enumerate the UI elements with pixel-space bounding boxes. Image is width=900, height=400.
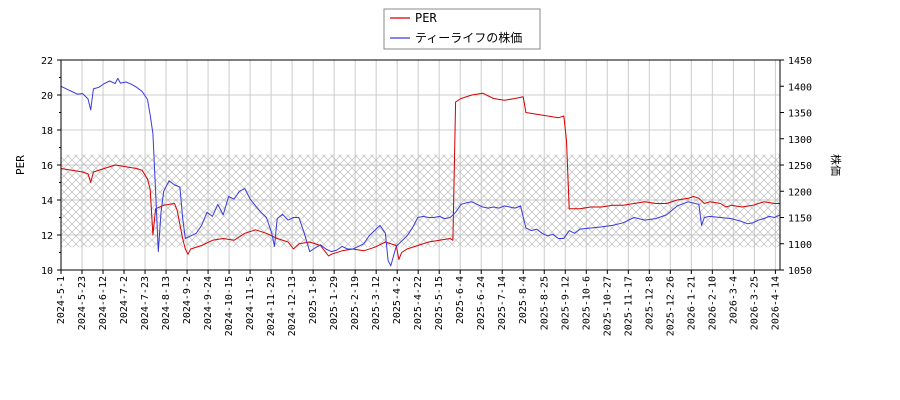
- x-tick-label: 2025-8-25: [539, 276, 550, 330]
- x-tick-label: 2025-2-19: [350, 276, 361, 330]
- x-tick-label: 2024-7-2: [119, 276, 130, 324]
- x-tick-label: 2025-10-6: [581, 276, 592, 330]
- right-tick-label: 1200: [788, 187, 812, 198]
- right-tick-label: 1250: [788, 161, 812, 172]
- right-tick-label: 1450: [788, 56, 812, 67]
- right-axis-label: 株価: [829, 154, 843, 176]
- x-tick-label: 2024-6-12: [98, 276, 109, 330]
- left-tick-label: 10: [41, 266, 53, 277]
- x-tick-label: 2025-7-14: [497, 276, 508, 330]
- left-axis: 10 12 14 16 18 20 22: [41, 56, 61, 277]
- x-tick-label: 2024-5-23: [77, 276, 88, 330]
- x-tick-label: 2024-8-13: [161, 276, 172, 330]
- x-tick-label: 2024-7-23: [140, 276, 151, 330]
- series-layer: [61, 77, 780, 267]
- x-tick-label: 2025-10-27: [602, 276, 613, 336]
- x-tick-label: 2024-9-2: [182, 276, 193, 324]
- legend: PER ティーライフの株価: [383, 8, 541, 50]
- left-tick-label: 12: [41, 231, 53, 242]
- x-tick-label: 2026-2-10: [707, 276, 718, 330]
- x-tick-label: 2026-1-21: [686, 276, 697, 330]
- left-tick-label: 22: [41, 56, 53, 67]
- right-tick-label: 1100: [788, 240, 812, 251]
- left-axis-label: PER: [14, 155, 27, 175]
- left-tick-label: 20: [41, 91, 53, 102]
- left-tick-label: 14: [41, 196, 53, 207]
- legend-label-price: ティーライフの株価: [415, 30, 522, 45]
- x-tick-label: 2024-11-5: [245, 276, 256, 330]
- x-tick-label: 2025-12-26: [665, 276, 676, 336]
- right-tick-label: 1150: [788, 214, 812, 225]
- legend-box: [383, 8, 541, 50]
- x-tick-label: 2025-6-4: [455, 276, 466, 324]
- x-tick-label: 2025-9-12: [560, 276, 571, 330]
- x-tick-label: 2025-1-8: [308, 276, 319, 324]
- x-tick-label: 2025-3-12: [371, 276, 382, 330]
- right-tick-label: 1350: [788, 109, 812, 120]
- x-tick-label: 2025-8-4: [518, 276, 529, 324]
- right-axis: 1050 1100 1150 1200 1250 1300 1350 1400 1450: [780, 56, 812, 277]
- x-tick-label: 2025-11-17: [623, 276, 634, 336]
- series-line-stock-price: [61, 77, 780, 267]
- right-tick-label: 1400: [788, 82, 812, 93]
- legend-label-per: PER: [415, 11, 437, 25]
- x-tick-label: 2024-5-1: [56, 276, 67, 324]
- x-tick-label: 2025-6-24: [476, 276, 487, 330]
- x-tick-label: 2025-4-2: [392, 276, 403, 324]
- hatched-range-band: [61, 154, 780, 248]
- x-tick-label: 2025-4-22: [413, 276, 424, 330]
- x-tick-label: 2026-3-25: [749, 276, 760, 330]
- series-line-per: [61, 92, 780, 260]
- x-tick-label: 2024-9-24: [203, 276, 214, 330]
- x-tick-label: 2024-10-15: [224, 276, 235, 336]
- x-tick-label: 2026-4-14: [770, 276, 781, 330]
- left-tick-label: 16: [41, 161, 53, 172]
- x-tick-label: 2025-12-8: [644, 276, 655, 330]
- x-axis: 2024-5-1 2024-5-23 2024-6-12 2024-7-2 2024-7…: [56, 270, 781, 336]
- x-tick-label: 2024-11-25: [266, 276, 277, 336]
- x-tick-label: 2026-3-4: [728, 276, 739, 324]
- right-tick-label: 1050: [788, 266, 812, 277]
- right-tick-label: 1300: [788, 135, 812, 146]
- x-tick-label: 2025-1-29: [329, 276, 340, 330]
- x-tick-label: 2024-12-13: [287, 276, 298, 336]
- x-tick-label: 2025-5-15: [434, 276, 445, 330]
- left-tick-label: 18: [41, 126, 53, 137]
